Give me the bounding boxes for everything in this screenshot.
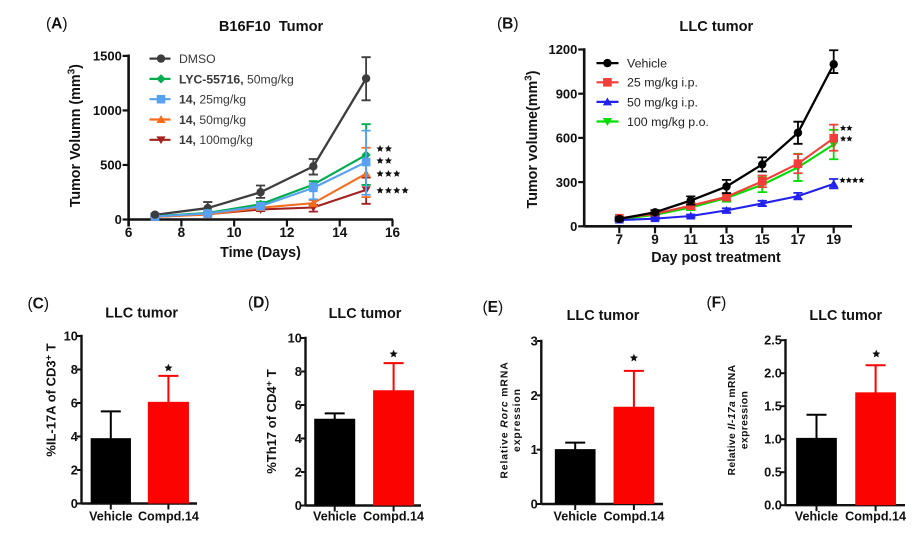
svg-text:Relative Il-17a mRNA: Relative Il-17a mRNA [727, 364, 738, 475]
svg-text:(F): (F) [707, 295, 727, 312]
svg-text:(A): (A) [46, 16, 68, 33]
svg-text:0: 0 [531, 497, 538, 512]
svg-text:10: 10 [288, 331, 302, 346]
svg-text:4: 4 [71, 429, 79, 444]
svg-text:9: 9 [651, 232, 659, 247]
svg-text:14, 25mg/kg: 14, 25mg/kg [179, 93, 246, 107]
svg-text:16: 16 [385, 225, 401, 240]
svg-text:Vehicle: Vehicle [795, 510, 838, 524]
svg-text:2: 2 [71, 463, 78, 478]
svg-text:DMSO: DMSO [179, 52, 216, 66]
svg-text:0.0: 0.0 [764, 498, 782, 513]
svg-text:100 mg/kg p.o.: 100 mg/kg p.o. [627, 115, 709, 129]
svg-text:LLC tumor: LLC tumor [105, 306, 178, 322]
svg-text:8: 8 [295, 364, 302, 379]
svg-text:Vehicle: Vehicle [553, 510, 596, 524]
svg-text:0: 0 [115, 212, 122, 227]
svg-text:%IL-17A of CD3+ T: %IL-17A of CD3+ T [43, 343, 58, 456]
svg-text:Tumor volume(mm3): Tumor volume(mm3) [524, 70, 542, 208]
svg-text:B16F10 Tumor: B16F10 Tumor [219, 19, 324, 35]
svg-text:25 mg/kg i.p.: 25 mg/kg i.p. [627, 76, 698, 90]
svg-text:1.0: 1.0 [764, 432, 782, 447]
svg-text:50 mg/kg i.p.: 50 mg/kg i.p. [627, 95, 698, 109]
svg-text:0: 0 [570, 219, 577, 234]
svg-text:LLC tumor: LLC tumor [329, 306, 402, 322]
svg-text:LLC tumor: LLC tumor [809, 308, 882, 324]
svg-text:1200: 1200 [548, 42, 577, 57]
svg-text:Compd.14: Compd.14 [603, 510, 664, 524]
svg-text:3: 3 [531, 334, 538, 349]
svg-text:10: 10 [64, 329, 78, 344]
svg-text:expression: expression [740, 391, 751, 449]
svg-text:LLC tumor: LLC tumor [567, 308, 640, 324]
svg-text:Compd.14: Compd.14 [363, 510, 424, 524]
svg-text:14, 100mg/kg: 14, 100mg/kg [179, 133, 253, 147]
svg-text:(E): (E) [483, 299, 504, 316]
svg-text:2: 2 [295, 465, 302, 480]
svg-text:300: 300 [556, 175, 578, 190]
svg-text:900: 900 [556, 86, 578, 101]
svg-text:0: 0 [295, 498, 302, 513]
svg-text:8: 8 [71, 362, 78, 377]
svg-text:12: 12 [279, 225, 294, 240]
svg-text:17: 17 [790, 232, 805, 247]
svg-text:2.0: 2.0 [764, 366, 782, 381]
svg-text:14: 14 [332, 225, 348, 240]
svg-text:LYC-55716, 50mg/kg: LYC-55716, 50mg/kg [179, 72, 294, 86]
svg-text:%Th17 of CD4+ T: %Th17 of CD4+ T [264, 369, 279, 474]
svg-text:1: 1 [531, 442, 538, 457]
svg-text:(B): (B) [497, 16, 519, 33]
svg-text:15: 15 [755, 232, 771, 247]
svg-text:LLC tumor: LLC tumor [679, 19, 753, 35]
svg-text:4: 4 [295, 431, 303, 446]
svg-text:Vehicle: Vehicle [627, 57, 667, 71]
svg-text:13: 13 [719, 232, 735, 247]
svg-text:6: 6 [295, 398, 302, 413]
svg-text:Compd.14: Compd.14 [845, 510, 906, 524]
svg-text:8: 8 [178, 225, 186, 240]
svg-text:0.5: 0.5 [764, 465, 782, 480]
svg-text:600: 600 [556, 131, 578, 146]
svg-text:1500: 1500 [93, 49, 122, 64]
svg-text:0: 0 [71, 496, 78, 511]
svg-text:500: 500 [100, 158, 122, 173]
svg-text:(C): (C) [28, 296, 50, 313]
svg-text:14, 50mg/kg: 14, 50mg/kg [179, 113, 246, 127]
svg-text:Vehicle: Vehicle [313, 510, 356, 524]
svg-text:2.5: 2.5 [764, 333, 782, 348]
svg-text:19: 19 [826, 232, 841, 247]
svg-text:6: 6 [125, 225, 133, 240]
svg-text:11: 11 [684, 232, 699, 247]
svg-text:Compd.14: Compd.14 [138, 510, 199, 524]
svg-text:1000: 1000 [93, 103, 122, 118]
svg-text:Vehicle: Vehicle [89, 510, 132, 524]
svg-text:Relative Rorc mRNA: Relative Rorc mRNA [500, 361, 511, 478]
svg-text:Day post treatment: Day post treatment [651, 250, 781, 266]
svg-text:Time (Days): Time (Days) [220, 245, 301, 261]
svg-text:(D): (D) [248, 295, 270, 312]
svg-text:expression: expression [512, 388, 523, 452]
svg-text:1.5: 1.5 [764, 399, 782, 414]
svg-text:10: 10 [227, 225, 242, 240]
svg-text:7: 7 [616, 232, 624, 247]
svg-text:6: 6 [71, 396, 78, 411]
svg-text:Tumor Volumn (mm3): Tumor Volumn (mm3) [67, 64, 85, 207]
svg-text:2: 2 [531, 388, 538, 403]
